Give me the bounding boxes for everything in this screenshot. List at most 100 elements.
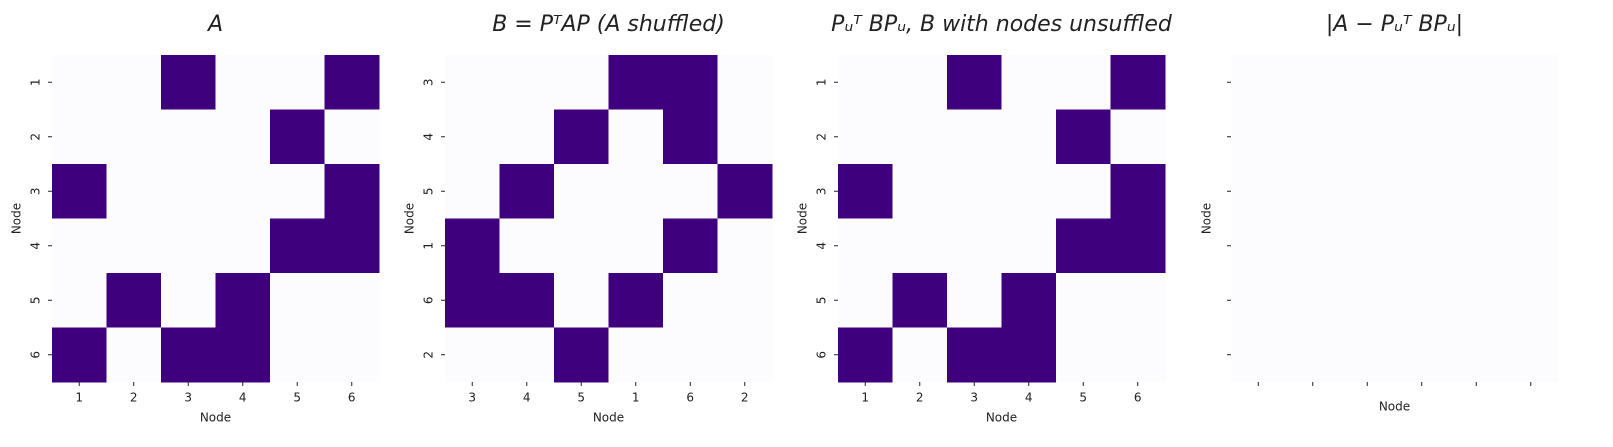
y-tick-label: 1 [815, 78, 829, 86]
heatmap-cell [1056, 109, 1111, 165]
heatmap-cell [554, 218, 609, 274]
heatmap-cell [1001, 327, 1057, 383]
x-tick-label: 6 [348, 391, 356, 405]
heatmap-cell [1340, 109, 1395, 165]
heatmap-cell [892, 218, 948, 274]
heatmap-cell [1285, 273, 1341, 328]
heatmap-cell [215, 327, 271, 383]
heatmap-cell [1340, 273, 1395, 328]
heatmap-cell [1340, 55, 1395, 110]
heatmap-cell [608, 164, 664, 219]
heatmap-cell [663, 164, 718, 219]
heatmap-cell [1394, 273, 1450, 328]
y-tick-label: 6 [815, 351, 829, 359]
heatmap-cell [892, 327, 948, 383]
heatmap-cell [499, 164, 555, 219]
heatmap-cell [717, 218, 773, 274]
heatmap-cell [1394, 164, 1450, 219]
heatmap-cell [717, 55, 773, 110]
heatmap-cell [1340, 164, 1395, 219]
heatmap-cell [1285, 327, 1341, 383]
heatmap-cell [838, 109, 893, 165]
heatmap-cell [270, 273, 325, 328]
heatmap-cell [215, 164, 271, 219]
y-tick-label: 6 [422, 296, 436, 304]
heatmap-cell [1449, 55, 1504, 110]
heatmap-cell [445, 273, 500, 328]
chart-title: |A − Pᵤᵀ BPᵤ| [1326, 12, 1463, 37]
heatmap-cell [52, 218, 107, 274]
heatmap-cell [1110, 218, 1166, 274]
heatmap-cell [52, 55, 107, 110]
heatmap-cell [1285, 164, 1341, 219]
heatmap-cell [1110, 327, 1166, 383]
heatmap-cell [1001, 164, 1057, 219]
heatmap-cell [1340, 218, 1395, 274]
heatmap-cell [663, 109, 718, 165]
y-tick-label: 4 [815, 242, 829, 250]
y-tick-label: 2 [422, 351, 436, 359]
heatmap-cell [1001, 55, 1057, 110]
y-axis-label: Node [796, 203, 810, 234]
heatmap-cell [1503, 273, 1559, 328]
heatmap-cell [838, 164, 893, 219]
heatmap-cell [270, 109, 325, 165]
chart-title: A [206, 12, 223, 37]
heatmap-cell [554, 55, 609, 110]
heatmap-cell [1449, 109, 1504, 165]
heatmap-cell [663, 55, 718, 110]
x-tick-label: 6 [686, 391, 694, 405]
heatmap-cell [717, 164, 773, 219]
heatmap-cell [1110, 273, 1166, 328]
heatmap-cell [1056, 164, 1111, 219]
heatmap-cell [838, 327, 893, 383]
y-tick-label: 2 [29, 133, 43, 141]
y-axis-label: Node [10, 203, 24, 234]
heatmap-cell [838, 218, 893, 274]
x-tick-label: 1 [75, 391, 83, 405]
heatmap-cell [1285, 109, 1341, 165]
heatmap-cell [161, 327, 216, 383]
x-tick-label: 3 [468, 391, 476, 405]
heatmap-cell [161, 55, 216, 110]
heatmap-cell [1449, 327, 1504, 383]
heatmap-cell [947, 218, 1002, 274]
heatmap-cell [1503, 55, 1559, 110]
heatmap-cell [608, 327, 664, 383]
heatmap-cell [215, 218, 271, 274]
heatmap-cell [499, 273, 555, 328]
heatmap-cell [1449, 273, 1504, 328]
y-tick-label: 3 [815, 187, 829, 195]
heatmap-cell [1449, 164, 1504, 219]
x-tick-label: 6 [1134, 391, 1142, 405]
heatmap-cell [445, 109, 500, 165]
heatmap-cell [445, 327, 500, 383]
y-tick-label: 3 [422, 78, 436, 86]
heatmap-cell [1231, 327, 1286, 383]
heatmap-cell [215, 55, 271, 110]
heatmap-cell [663, 218, 718, 274]
y-tick-label: 4 [29, 242, 43, 250]
heatmap-cell [161, 218, 216, 274]
heatmap-cell [1056, 218, 1111, 274]
heatmap-cell [161, 273, 216, 328]
heatmap-cell [1001, 273, 1057, 328]
heatmap-cell [161, 164, 216, 219]
x-tick-label: 2 [130, 391, 138, 405]
heatmap-cell [1231, 218, 1286, 274]
heatmap-cell [499, 109, 555, 165]
heatmap-cell [215, 273, 271, 328]
x-tick-label: 4 [1025, 391, 1033, 405]
heatmap-cell [608, 273, 664, 328]
heatmap-cell [52, 273, 107, 328]
heatmap-cell [1394, 55, 1450, 110]
heatmap-cell [947, 55, 1002, 110]
heatmap-cell [717, 109, 773, 165]
y-tick-label: 6 [29, 351, 43, 359]
heatmap-cell [324, 273, 380, 328]
heatmap-cell [892, 164, 948, 219]
heatmap-cell [1394, 218, 1450, 274]
heatmap-cell [1001, 218, 1057, 274]
heatmap-cell [1110, 109, 1166, 165]
